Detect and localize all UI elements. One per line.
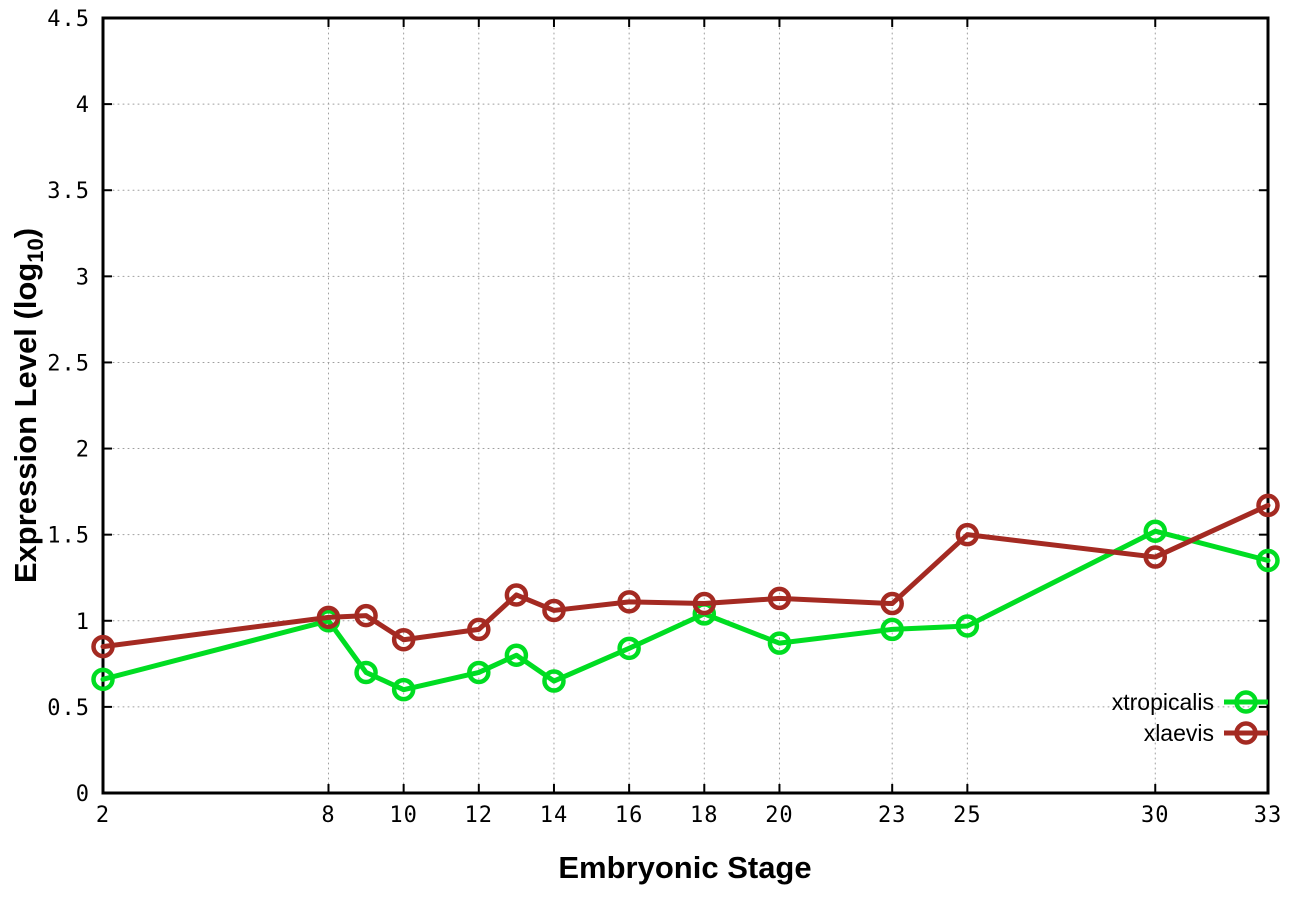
data-point-xlaevis — [955, 522, 980, 547]
y-tick-label: 4.5 — [47, 7, 90, 32]
data-point-xtropicalis — [1256, 548, 1280, 573]
data-point-xlaevis — [880, 591, 904, 616]
y-tick-label: 2 — [76, 438, 90, 463]
x-tick-label: 25 — [953, 803, 982, 828]
y-tick-labels: 0 0.5 1 1.5 2 2.5 3 3.5 4 4.5 — [47, 7, 90, 807]
legend: xtropicalis xlaevis — [1112, 689, 1268, 746]
data-point-xtropicalis — [504, 643, 529, 667]
x-axis-label: Embryonic Stage — [558, 850, 811, 885]
x-tick-label: 12 — [465, 803, 494, 828]
data-point-xtropicalis — [1143, 519, 1168, 543]
x-tick-label: 33 — [1254, 803, 1283, 828]
series-xtropicalis — [91, 519, 1280, 702]
y-tick-label: 3.5 — [47, 179, 90, 204]
y-axis-label: Expression Level (log10) — [8, 228, 48, 583]
data-point-xtropicalis — [391, 677, 416, 702]
grid — [102, 17, 1269, 794]
series-line-xlaevis — [100, 502, 1271, 650]
y-tick-label: 4 — [76, 93, 90, 118]
data-point-xlaevis — [391, 627, 416, 652]
data-point-xlaevis — [692, 591, 717, 616]
data-point-xtropicalis — [91, 667, 115, 692]
data-point-xlaevis — [504, 583, 529, 607]
legend-sample-marker-xtropicalis — [1234, 690, 1258, 714]
y-tick-label: 2.5 — [47, 351, 90, 376]
plot-border — [101, 16, 1270, 795]
data-point-xlaevis — [542, 598, 566, 623]
plot-area: 2 8 10 12 14 16 18 20 23 25 30 33 0 0.5 1 1.5 2 2.5 3 3.5 4 4… — [8, 7, 1283, 828]
x-tick-label: 8 — [321, 803, 335, 828]
y-tick-label: 1 — [76, 610, 90, 635]
data-point-xlaevis — [467, 617, 491, 642]
data-point-xlaevis — [617, 590, 641, 614]
y-tick-label: 3 — [76, 265, 90, 290]
y-tick-label: 1.5 — [47, 524, 90, 549]
data-point-xtropicalis — [767, 631, 792, 655]
x-tick-label: 20 — [765, 803, 794, 828]
y-tick-label: 0.5 — [47, 696, 90, 721]
data-point-xtropicalis — [617, 636, 641, 661]
legend-sample-marker-xlaevis — [1234, 721, 1258, 745]
x-tick-label: 16 — [615, 803, 644, 828]
data-point-xlaevis — [1256, 493, 1280, 518]
series-line-xtropicalis — [100, 528, 1271, 693]
x-tick-label: 30 — [1141, 803, 1170, 828]
legend-entry-xlaevis: xlaevis — [1144, 720, 1268, 746]
data-point-xtropicalis — [467, 660, 491, 685]
axis-ticks — [102, 17, 1269, 794]
data-point-xlaevis — [354, 603, 378, 628]
legend-label-xtropicalis: xtropicalis — [1112, 689, 1214, 715]
series-xlaevis — [91, 493, 1280, 659]
legend-label-xlaevis: xlaevis — [1144, 720, 1214, 746]
data-point-xtropicalis — [354, 660, 378, 685]
x-tick-label: 14 — [540, 803, 569, 828]
x-tick-label: 23 — [878, 803, 907, 828]
y-tick-label: 0 — [76, 782, 90, 807]
legend-entry-xtropicalis: xtropicalis — [1112, 689, 1268, 715]
x-tick-label: 2 — [96, 803, 110, 828]
data-point-xtropicalis — [955, 614, 980, 638]
data-point-xlaevis — [1143, 545, 1168, 569]
data-point-xtropicalis — [880, 617, 904, 642]
data-point-xlaevis — [91, 634, 115, 659]
x-tick-label: 18 — [690, 803, 719, 828]
x-tick-labels: 2 8 10 12 14 16 18 20 23 25 30 33 — [96, 803, 1283, 828]
data-point-xlaevis — [316, 605, 341, 630]
data-point-xlaevis — [767, 586, 792, 611]
x-tick-label: 10 — [389, 803, 418, 828]
data-point-xtropicalis — [542, 669, 566, 693]
